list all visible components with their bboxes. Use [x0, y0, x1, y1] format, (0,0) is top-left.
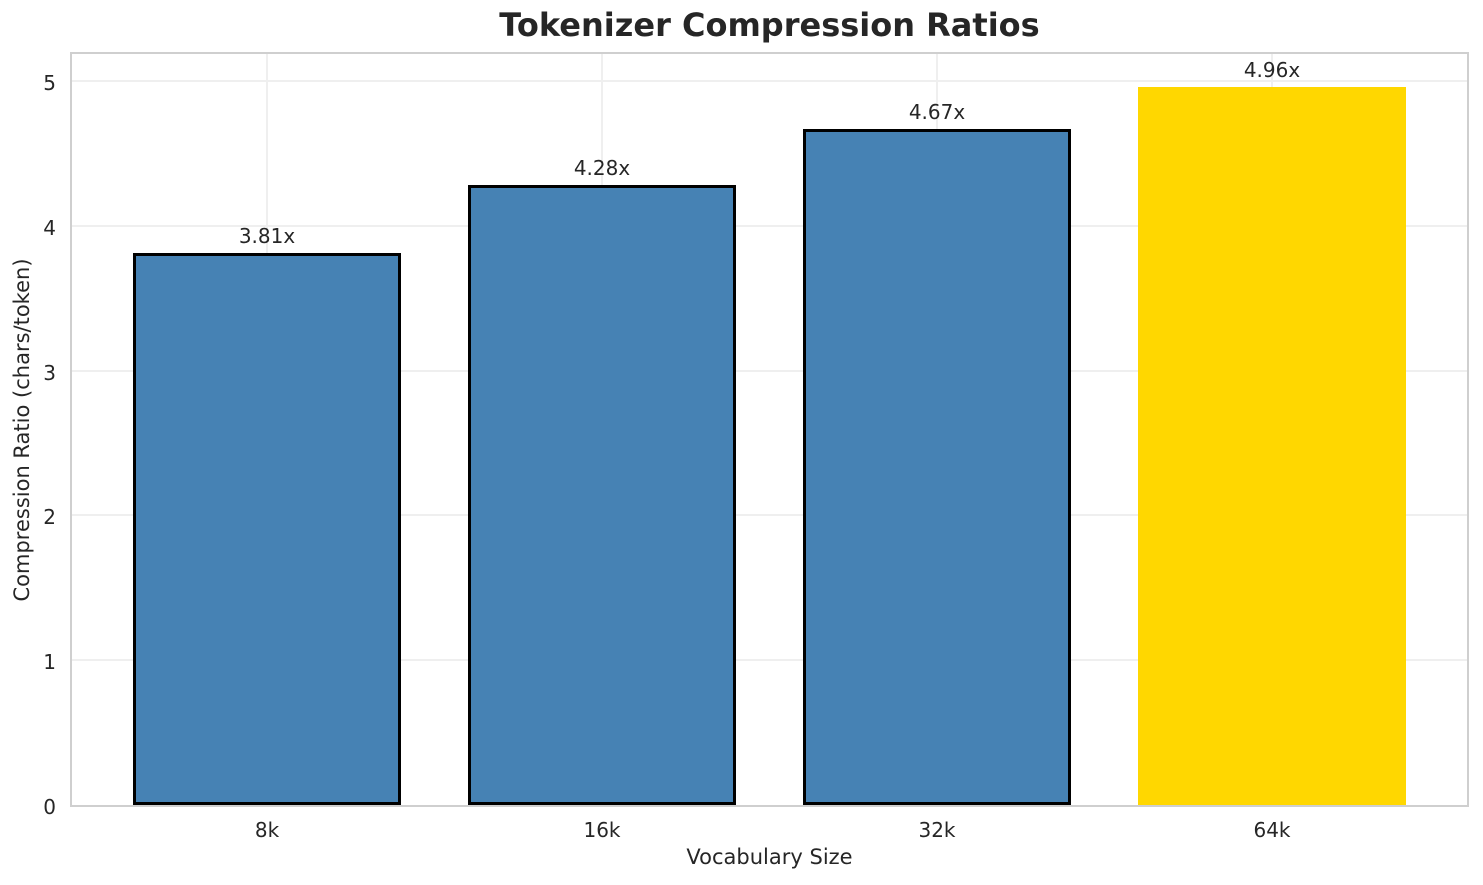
x-tick-label: 32k — [918, 818, 956, 842]
bar-32k — [803, 128, 1071, 805]
bar-value-label: 3.81x — [238, 224, 296, 249]
y-tick-label: 5 — [43, 71, 56, 95]
bar-value-label: 4.28x — [573, 156, 631, 181]
horizontal-gridline — [72, 659, 1467, 662]
y-tick-label: 2 — [43, 505, 56, 530]
x-tick-label: 8k — [254, 818, 280, 842]
bar-value-label: 4.96x — [1243, 57, 1301, 82]
y-tick-label: 4 — [43, 215, 56, 240]
y-tick-label: 0 — [43, 795, 56, 819]
y-axis-label: Compression Ratio (chars/token) — [10, 258, 34, 602]
bar-16k — [468, 185, 736, 805]
bar-8k — [133, 253, 401, 805]
horizontal-gridline — [72, 369, 1467, 372]
horizontal-gridline — [72, 514, 1467, 517]
y-tick-label: 1 — [43, 650, 56, 675]
chart-title: Tokenizer Compression Ratios — [499, 6, 1040, 44]
bar-value-label: 4.67x — [908, 99, 966, 124]
x-tick-label: 64k — [1253, 818, 1291, 842]
horizontal-gridline — [72, 80, 1467, 82]
bar-64k — [1138, 86, 1406, 805]
plot-area: 3.81x 4.28x 4.67x 4.96x — [70, 52, 1469, 807]
y-tick-label: 3 — [43, 360, 56, 385]
x-axis-label: Vocabulary Size — [686, 845, 853, 869]
horizontal-gridline — [72, 224, 1467, 227]
x-tick-label: 16k — [583, 818, 621, 842]
